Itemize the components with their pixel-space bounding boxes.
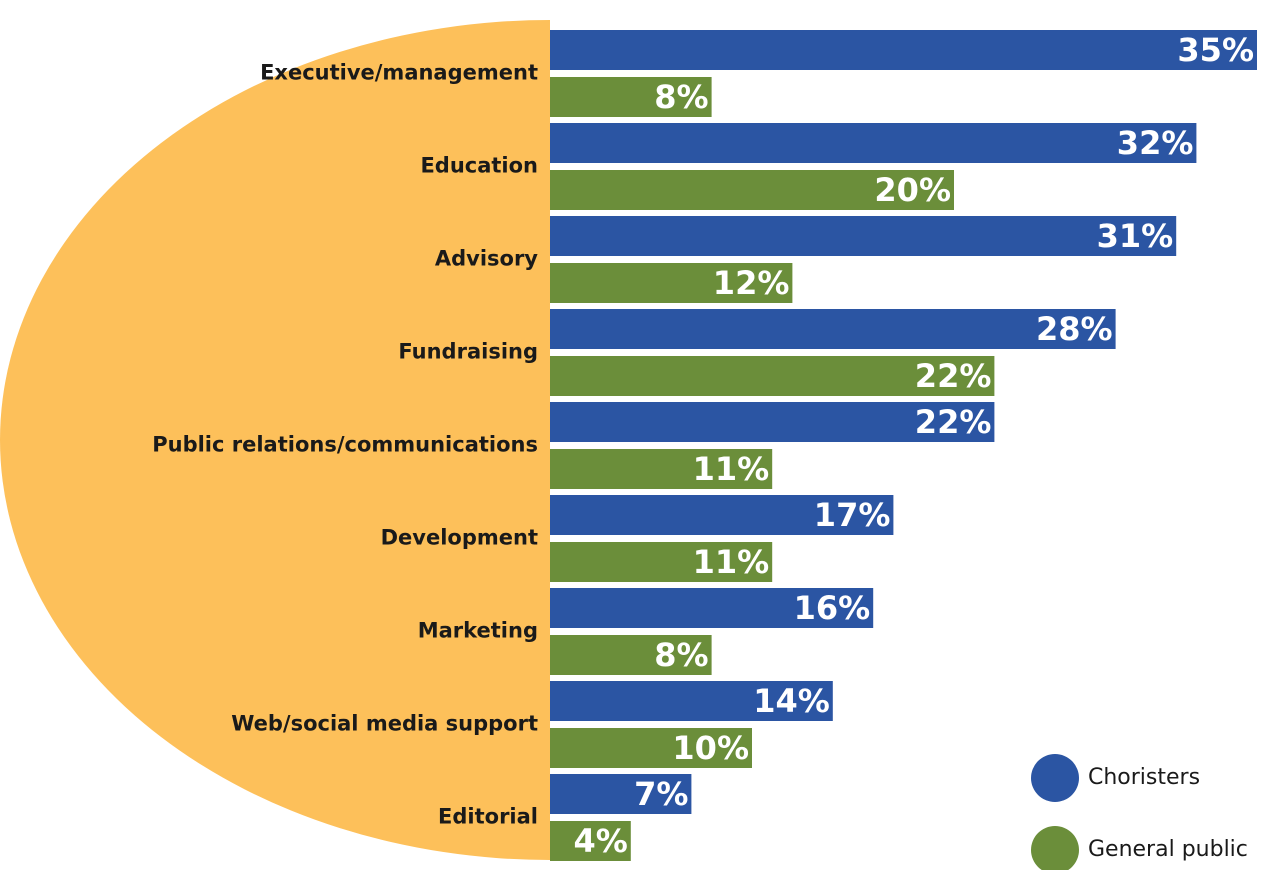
value-label: 7% bbox=[634, 775, 688, 813]
bar bbox=[550, 495, 894, 535]
value-label: 32% bbox=[1117, 124, 1194, 162]
bar bbox=[550, 774, 692, 814]
bar bbox=[550, 821, 631, 861]
value-label: 8% bbox=[654, 78, 708, 116]
value-label: 28% bbox=[1036, 310, 1113, 348]
bar bbox=[550, 728, 752, 768]
legend-swatch bbox=[1031, 754, 1079, 802]
bar bbox=[550, 542, 773, 582]
category-label: Fundraising bbox=[398, 340, 538, 364]
category-label: Public relations/communications bbox=[152, 433, 538, 457]
bar bbox=[550, 309, 1116, 349]
value-label: 14% bbox=[753, 682, 830, 720]
bar bbox=[550, 449, 773, 489]
bar bbox=[550, 635, 712, 675]
bar bbox=[550, 216, 1177, 256]
bar bbox=[550, 30, 1257, 70]
value-label: 20% bbox=[874, 171, 951, 209]
legend-swatch bbox=[1031, 826, 1079, 870]
bar bbox=[550, 170, 954, 210]
category-label: Executive/management bbox=[260, 61, 538, 85]
bar bbox=[550, 123, 1197, 163]
bar bbox=[550, 588, 874, 628]
category-label: Web/social media support bbox=[231, 712, 538, 736]
category-label: Advisory bbox=[435, 247, 538, 271]
value-label: 16% bbox=[794, 589, 871, 627]
value-label: 22% bbox=[915, 403, 992, 441]
category-label: Education bbox=[420, 154, 538, 178]
value-label: 35% bbox=[1177, 31, 1254, 69]
value-label: 4% bbox=[573, 822, 627, 860]
legend-label: General public bbox=[1088, 837, 1248, 862]
bar bbox=[550, 263, 793, 303]
value-label: 17% bbox=[814, 496, 891, 534]
legend-label: Choristers bbox=[1088, 765, 1200, 790]
bar bbox=[550, 356, 995, 396]
value-label: 11% bbox=[693, 543, 770, 581]
bar bbox=[550, 77, 712, 117]
value-label: 10% bbox=[672, 729, 749, 767]
category-label: Marketing bbox=[418, 619, 538, 643]
category-label: Development bbox=[381, 526, 538, 550]
bar bbox=[550, 681, 833, 721]
bar bbox=[550, 402, 995, 442]
background-shape bbox=[0, 20, 550, 860]
value-label: 31% bbox=[1097, 217, 1174, 255]
category-label: Editorial bbox=[438, 805, 538, 829]
value-label: 11% bbox=[693, 450, 770, 488]
value-label: 22% bbox=[915, 357, 992, 395]
value-label: 8% bbox=[654, 636, 708, 674]
value-label: 12% bbox=[713, 264, 790, 302]
